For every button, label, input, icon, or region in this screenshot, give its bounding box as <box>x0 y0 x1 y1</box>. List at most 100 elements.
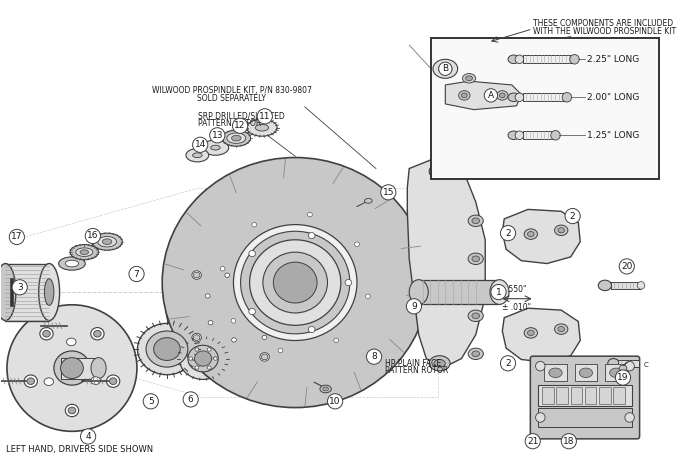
Ellipse shape <box>472 313 480 319</box>
Text: 2: 2 <box>505 359 511 368</box>
Circle shape <box>565 209 580 224</box>
Bar <box>538 408 631 427</box>
Circle shape <box>210 128 225 143</box>
Ellipse shape <box>468 348 483 360</box>
Ellipse shape <box>434 168 445 175</box>
Circle shape <box>620 259 634 274</box>
Ellipse shape <box>355 242 359 246</box>
Ellipse shape <box>162 158 428 408</box>
Text: 18: 18 <box>563 437 575 446</box>
Text: 2: 2 <box>505 228 511 237</box>
Bar <box>613 387 625 404</box>
Ellipse shape <box>97 236 117 247</box>
Circle shape <box>500 226 516 241</box>
Ellipse shape <box>302 302 312 311</box>
Bar <box>523 132 554 139</box>
Ellipse shape <box>334 338 339 343</box>
Ellipse shape <box>308 233 315 239</box>
Circle shape <box>85 228 100 244</box>
Ellipse shape <box>580 368 593 378</box>
Ellipse shape <box>247 119 277 136</box>
Circle shape <box>80 429 96 444</box>
Text: 1: 1 <box>496 287 501 296</box>
Ellipse shape <box>570 55 580 64</box>
Ellipse shape <box>303 303 310 309</box>
Ellipse shape <box>65 260 78 267</box>
Ellipse shape <box>208 320 213 325</box>
Ellipse shape <box>193 335 200 340</box>
Ellipse shape <box>608 359 620 368</box>
Ellipse shape <box>524 328 538 338</box>
Ellipse shape <box>610 368 623 378</box>
Ellipse shape <box>500 93 505 98</box>
Text: 2.00" LONG: 2.00" LONG <box>587 93 639 102</box>
Text: 15: 15 <box>383 188 394 197</box>
Ellipse shape <box>225 273 230 278</box>
Bar <box>10 278 13 306</box>
Circle shape <box>12 280 27 295</box>
Ellipse shape <box>262 335 267 339</box>
Ellipse shape <box>256 270 260 275</box>
Ellipse shape <box>68 407 76 414</box>
Ellipse shape <box>549 368 562 378</box>
Ellipse shape <box>195 351 211 366</box>
Text: 2.25" LONG: 2.25" LONG <box>587 55 639 64</box>
Ellipse shape <box>207 366 211 369</box>
Ellipse shape <box>248 309 256 315</box>
Ellipse shape <box>429 356 450 371</box>
Ellipse shape <box>439 64 452 74</box>
Ellipse shape <box>241 231 350 334</box>
Polygon shape <box>503 308 580 362</box>
Ellipse shape <box>274 262 317 303</box>
Ellipse shape <box>214 357 217 360</box>
Ellipse shape <box>198 264 293 348</box>
Ellipse shape <box>92 233 122 250</box>
Ellipse shape <box>66 338 76 346</box>
Ellipse shape <box>434 360 445 367</box>
Text: 2: 2 <box>570 211 575 220</box>
Ellipse shape <box>76 248 93 256</box>
Text: 9: 9 <box>411 302 416 311</box>
Text: 11: 11 <box>259 112 271 121</box>
Ellipse shape <box>515 93 524 101</box>
Ellipse shape <box>27 378 34 385</box>
Ellipse shape <box>598 280 612 291</box>
Text: B: B <box>442 64 449 73</box>
Circle shape <box>232 118 248 134</box>
Ellipse shape <box>193 153 202 158</box>
Ellipse shape <box>558 327 565 332</box>
Bar <box>60 358 99 379</box>
Ellipse shape <box>562 93 572 102</box>
Ellipse shape <box>202 140 229 155</box>
Ellipse shape <box>554 324 568 334</box>
Bar <box>523 56 573 63</box>
Circle shape <box>407 299 421 314</box>
Circle shape <box>381 185 396 200</box>
Ellipse shape <box>472 218 480 224</box>
Circle shape <box>561 434 576 449</box>
Text: 4: 4 <box>85 432 91 441</box>
Ellipse shape <box>320 385 331 393</box>
Ellipse shape <box>38 263 60 320</box>
Ellipse shape <box>308 327 315 333</box>
Ellipse shape <box>59 257 85 270</box>
Ellipse shape <box>0 263 16 320</box>
Bar <box>610 282 641 289</box>
Ellipse shape <box>230 135 242 141</box>
Circle shape <box>193 137 208 152</box>
Ellipse shape <box>154 337 181 361</box>
Ellipse shape <box>281 314 286 319</box>
Ellipse shape <box>620 365 626 371</box>
Ellipse shape <box>91 328 104 340</box>
Ellipse shape <box>279 288 284 292</box>
Ellipse shape <box>468 253 483 264</box>
Bar <box>575 364 597 381</box>
Ellipse shape <box>365 294 370 299</box>
Text: 5: 5 <box>148 397 154 406</box>
Polygon shape <box>407 159 485 368</box>
Ellipse shape <box>91 358 106 379</box>
Circle shape <box>625 413 634 422</box>
Circle shape <box>491 285 506 300</box>
FancyBboxPatch shape <box>531 356 640 439</box>
Ellipse shape <box>307 212 312 217</box>
